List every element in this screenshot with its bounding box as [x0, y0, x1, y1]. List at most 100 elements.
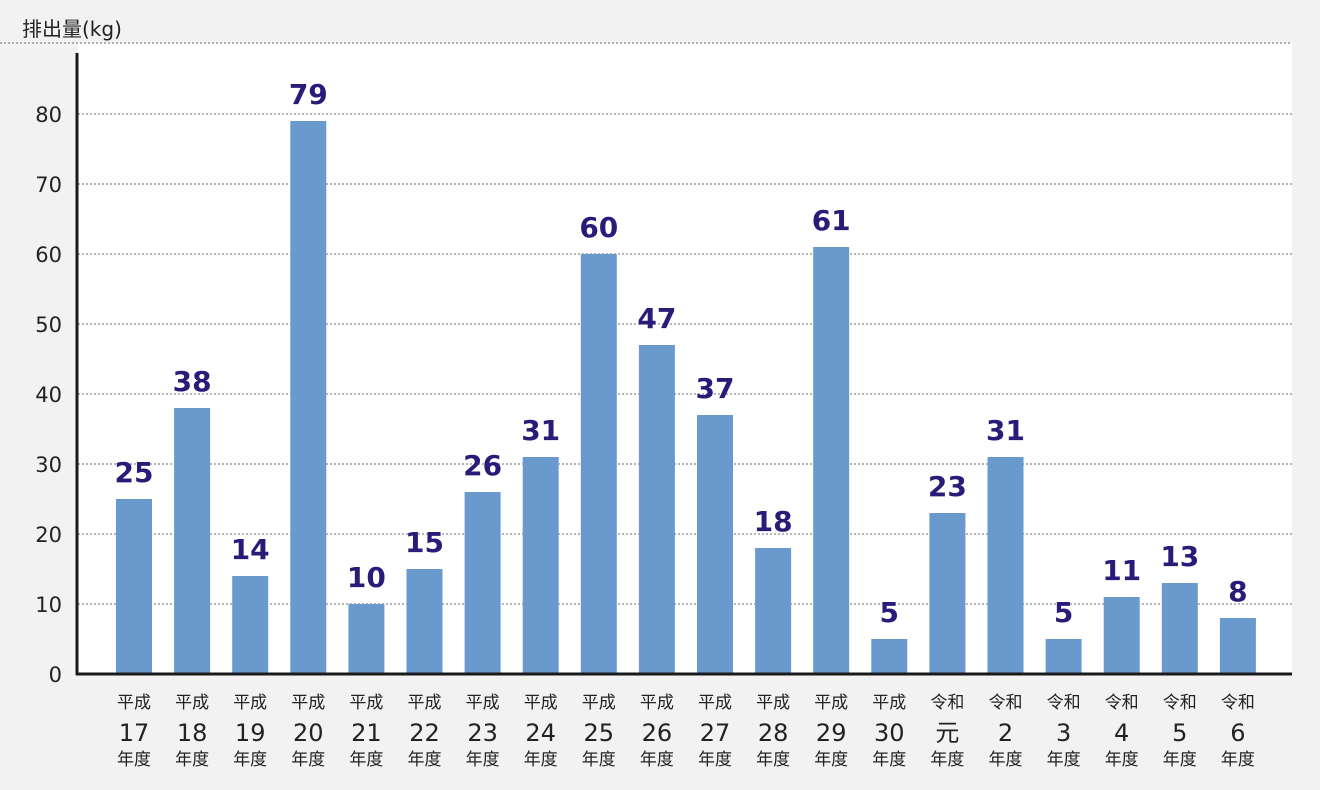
data-label: 5 [1054, 596, 1073, 629]
bar [987, 457, 1024, 674]
x-tick-era: 平成 [640, 693, 674, 713]
y-tick-label: 0 [49, 663, 62, 687]
x-tick-year: 20 [293, 719, 324, 747]
x-tick-label: 令和 4 年度 [1105, 693, 1139, 770]
x-tick-suffix: 年度 [582, 750, 616, 770]
x-tick-era: 平成 [524, 693, 558, 713]
data-label: 5 [880, 596, 899, 629]
x-tick-year: 4 [1114, 719, 1129, 747]
bar [697, 415, 733, 674]
x-tick-label: 平成 17 年度 [117, 693, 151, 770]
x-tick-year: 27 [700, 719, 731, 747]
x-tick-suffix: 年度 [1047, 750, 1081, 770]
bar [755, 548, 792, 674]
x-tick-year: 29 [816, 719, 847, 747]
gridlines [0, 42, 1292, 605]
x-tick-label: 平成 20 年度 [291, 693, 325, 770]
x-tick-era: 平成 [756, 693, 790, 713]
x-tick-label: 平成 29 年度 [814, 693, 848, 770]
x-tick-era: 令和 [989, 693, 1023, 713]
x-tick-suffix: 年度 [698, 750, 732, 770]
x-tick-suffix: 年度 [872, 750, 906, 770]
y-tick-labels: 0 10 20 30 40 50 60 70 80 [35, 103, 62, 687]
x-tick-year: 21 [351, 719, 382, 747]
x-tick-year: 6 [1230, 719, 1245, 747]
x-tick-label: 平成 21 年度 [349, 693, 383, 770]
x-tick-label: 平成 30 年度 [872, 693, 906, 770]
x-tick-suffix: 年度 [117, 750, 151, 770]
x-tick-label: 令和 6 年度 [1221, 693, 1255, 770]
x-tick-label: 平成 26 年度 [640, 693, 674, 770]
x-tick-era: 令和 [1105, 693, 1139, 713]
x-tick-era: 平成 [466, 693, 500, 713]
data-label: 38 [173, 365, 212, 398]
x-tick-era: 平成 [233, 693, 267, 713]
x-tick-suffix: 年度 [640, 750, 674, 770]
x-tick-suffix: 年度 [930, 750, 964, 770]
x-tick-suffix: 年度 [814, 750, 848, 770]
y-tick-label: 30 [35, 453, 62, 477]
bar [522, 457, 559, 674]
x-tick-label: 平成 27 年度 [698, 693, 732, 770]
data-label: 37 [696, 372, 735, 405]
data-label: 25 [115, 456, 154, 489]
bar [1045, 639, 1082, 674]
bar [580, 254, 617, 674]
x-tick-label: 平成 22 年度 [408, 693, 442, 770]
x-tick-era: 令和 [1163, 693, 1197, 713]
x-tick-suffix: 年度 [175, 750, 209, 770]
y-tick-label: 50 [35, 313, 62, 337]
x-tick-label: 平成 23 年度 [466, 693, 500, 770]
x-tick-year: 24 [525, 719, 556, 747]
x-tick-label: 平成 25 年度 [582, 693, 616, 770]
x-tick-suffix: 年度 [1221, 750, 1255, 770]
data-label: 13 [1160, 540, 1199, 573]
bar [1219, 618, 1256, 674]
bar [871, 639, 908, 674]
x-tick-suffix: 年度 [233, 750, 267, 770]
bars [116, 121, 1256, 674]
plot-background [78, 43, 1292, 674]
x-tick-year: 28 [758, 719, 789, 747]
x-tick-year: 30 [874, 719, 905, 747]
x-tick-suffix: 年度 [756, 750, 790, 770]
x-tick-suffix: 年度 [408, 750, 442, 770]
data-label: 79 [289, 78, 328, 111]
x-tick-year: 元 [935, 719, 959, 747]
x-tick-year: 18 [177, 719, 208, 747]
x-tick-suffix: 年度 [291, 750, 325, 770]
x-tick-label: 平成 18 年度 [175, 693, 209, 770]
x-tick-era: 平成 [582, 693, 616, 713]
bar [464, 492, 501, 674]
x-tick-label: 令和 2 年度 [989, 693, 1023, 770]
bar [813, 247, 850, 674]
x-tick-label: 平成 28 年度 [756, 693, 790, 770]
x-tick-label: 平成 24 年度 [524, 693, 558, 770]
bar [406, 569, 443, 674]
x-tick-year: 5 [1172, 719, 1187, 747]
y-axis-title: 排出量(kg) [22, 17, 122, 41]
y-tick-label: 70 [35, 173, 62, 197]
value-labels: 25 38 14 79 10 15 26 31 60 47 37 18 61 5 23 31 5 11 13 8 [115, 78, 1248, 629]
x-tick-suffix: 年度 [524, 750, 558, 770]
bar [174, 408, 211, 674]
x-tick-label: 令和 5 年度 [1163, 693, 1197, 770]
x-tick-era: 平成 [291, 693, 325, 713]
bar [348, 604, 385, 674]
bar [116, 499, 152, 674]
x-tick-label: 平成 19 年度 [233, 693, 267, 770]
data-label: 26 [463, 449, 502, 482]
x-tick-label: 令和 3 年度 [1047, 693, 1081, 770]
data-label: 15 [405, 526, 444, 559]
bar [929, 513, 966, 674]
x-tick-year: 22 [409, 719, 440, 747]
y-tick-label: 20 [35, 523, 62, 547]
bar [1103, 597, 1140, 674]
x-tick-era: 令和 [930, 693, 964, 713]
bar [232, 576, 269, 674]
x-tick-year: 26 [642, 719, 673, 747]
bar [290, 121, 327, 674]
x-tick-era: 平成 [814, 693, 848, 713]
x-tick-suffix: 年度 [1163, 750, 1197, 770]
